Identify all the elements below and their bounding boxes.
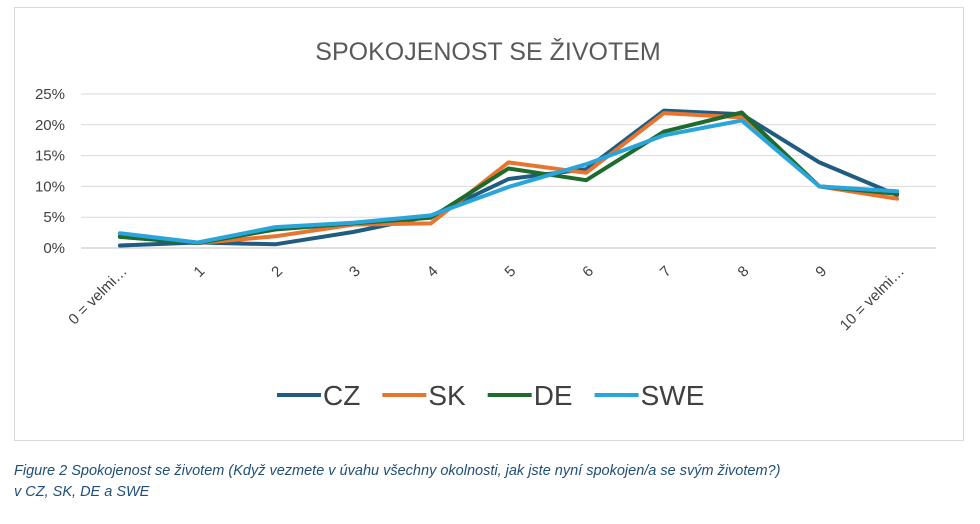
x-tick-label: 8 — [735, 263, 753, 281]
legend-label-de: DE — [534, 380, 573, 411]
legend-label-cz: CZ — [323, 380, 360, 411]
chart-frame: SPOKOJENOST SE ŽIVOTEM 0% 5% 10% 15% 20% 25% … — [14, 7, 964, 441]
y-tick-label: 10% — [35, 178, 65, 195]
chart-title: SPOKOJENOST SE ŽIVOTEM — [315, 37, 660, 66]
series-line-swe — [117, 118, 900, 245]
x-tick-label: 4 — [424, 263, 442, 281]
y-tick-label: 15% — [35, 148, 65, 165]
legend: CZ SK DE SWE — [277, 380, 704, 411]
y-tick-label: 20% — [35, 117, 65, 134]
x-tick-label: 10 = velmi… — [837, 263, 908, 334]
x-tick-label: 5 — [501, 263, 519, 281]
x-tick-label: 3 — [346, 263, 364, 281]
x-tick-label: 1 — [190, 263, 208, 281]
y-tick-label: 0% — [43, 240, 65, 257]
series-lines — [117, 108, 900, 248]
x-axis-ticks: 0 = velmi… 1 2 3 4 5 6 7 8 9 10 = velmi… — [65, 263, 908, 334]
series-line-cz — [117, 108, 900, 248]
y-tick-label: 5% — [43, 209, 65, 226]
caption-line-1: Figure 2 Spokojenost se životem (Když ve… — [14, 463, 781, 479]
legend-label-swe: SWE — [641, 380, 705, 411]
gridlines — [81, 93, 936, 249]
line-chart: SPOKOJENOST SE ŽIVOTEM 0%5%10%15%20%25% … — [35, 37, 936, 411]
figure-caption: Figure 2 Spokojenost se životem (Když ve… — [14, 461, 969, 503]
legend-label-sk: SK — [428, 380, 466, 411]
x-tick-label: 0 = velmi… — [65, 263, 130, 328]
x-tick-label: 9 — [812, 263, 830, 281]
y-tick-label: 25% — [35, 86, 65, 103]
caption-line-2: v CZ, SK, DE a SWE — [14, 484, 150, 500]
x-tick-label: 2 — [268, 263, 286, 281]
x-tick-label: 7 — [657, 263, 675, 281]
x-tick-label: 6 — [579, 263, 597, 281]
y-axis-ticks: 0% 5% 10% 15% 20% 25% — [35, 86, 65, 257]
